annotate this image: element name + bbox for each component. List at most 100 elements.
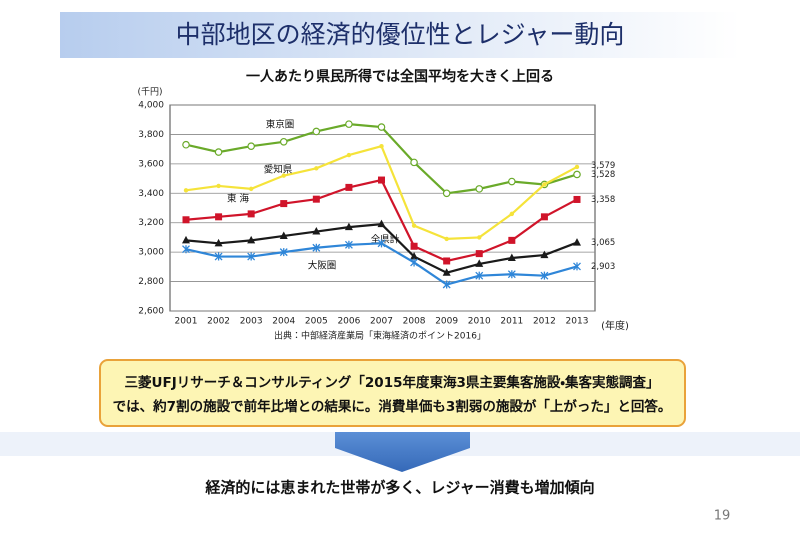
x-tick-label: 2011 <box>500 317 523 327</box>
marker <box>215 213 223 221</box>
marker <box>279 137 288 146</box>
marker <box>475 185 484 193</box>
x-tick-label: 2006 <box>337 317 360 327</box>
callout-box <box>99 359 686 427</box>
marker <box>182 245 190 254</box>
marker <box>475 271 484 280</box>
marker <box>312 243 321 252</box>
x-tick-label: 2010 <box>468 317 491 327</box>
marker <box>573 170 581 179</box>
marker <box>216 183 221 189</box>
marker <box>411 223 417 228</box>
marker <box>279 248 288 257</box>
value-label: 3,358 <box>591 195 615 205</box>
marker <box>574 164 580 170</box>
y-tick-label: 4,000 <box>138 101 164 111</box>
title-banner <box>60 12 740 58</box>
marker <box>508 236 516 244</box>
conclusion: 経済的には恵まれた世帯が多く、レジャー消費も増加傾向 <box>204 479 594 497</box>
marker <box>312 127 321 136</box>
series-line <box>185 223 578 274</box>
marker <box>475 250 483 258</box>
series-name: 愛知県 <box>264 164 293 176</box>
marker <box>377 123 386 131</box>
plot-area <box>169 104 596 312</box>
marker <box>573 238 581 246</box>
y-tick-label: 3,600 <box>138 159 164 169</box>
marker <box>444 236 449 242</box>
x-tick-label: 2001 <box>175 317 198 327</box>
x-tick-label: 2002 <box>207 317 230 327</box>
marker <box>182 235 190 244</box>
x-tick-label: 2003 <box>240 317 263 327</box>
marker <box>509 211 515 217</box>
y-tick-label: 2,800 <box>138 277 164 287</box>
marker <box>314 166 319 171</box>
y-axis-label: (千円) <box>137 87 162 98</box>
marker <box>279 231 288 239</box>
x-tick-label: 2007 <box>370 317 393 327</box>
marker <box>183 188 189 193</box>
slide-title: 中部地区の経済的優位性とレジャー動向 <box>176 20 625 49</box>
marker <box>377 239 386 248</box>
y-tick-label: 3,400 <box>138 189 164 199</box>
marker <box>379 144 384 149</box>
series-name: 東 海 <box>227 193 250 205</box>
marker <box>248 186 254 192</box>
marker <box>182 140 190 149</box>
marker <box>410 258 419 267</box>
series-name: 大阪圏 <box>308 260 337 272</box>
marker <box>573 195 581 203</box>
value-label: 3,579 <box>591 161 615 171</box>
chart-title: 一人あたり県民所得では全国平均を大きく上回る <box>246 68 554 85</box>
y-tick-label: 3,200 <box>138 218 164 228</box>
callout-line: では、約7割の施設で前年比増との結果に。消費単価も3割弱の施設が「上がった」と回… <box>113 398 672 415</box>
marker <box>508 177 516 186</box>
marker <box>540 213 548 221</box>
x-tick-label: 2012 <box>533 317 556 327</box>
marker <box>542 182 547 187</box>
marker <box>312 195 320 203</box>
value-label: 3,528 <box>591 170 615 180</box>
x-tick-label: 2009 <box>435 317 458 327</box>
marker <box>247 235 256 244</box>
marker <box>410 252 419 260</box>
x-tick-label: 2013 <box>566 317 589 327</box>
marker <box>182 216 190 224</box>
source: 出典：中部経済産業局「東海経済のポイント2016」 <box>274 330 486 342</box>
x-tick-label: 2008 <box>403 317 426 327</box>
value-label: 2,903 <box>591 262 615 272</box>
marker <box>345 183 353 191</box>
marker <box>214 252 223 261</box>
marker <box>214 148 223 156</box>
down-arrow <box>335 432 470 472</box>
marker <box>214 238 223 247</box>
marker <box>247 142 255 151</box>
marker <box>281 173 286 178</box>
marker <box>475 259 484 267</box>
series-name: 東京圏 <box>266 119 295 131</box>
marker <box>442 280 451 289</box>
marker <box>280 200 288 208</box>
x-axis-label: (年度) <box>601 319 629 332</box>
marker <box>507 270 516 279</box>
value-label: 3,065 <box>591 238 615 248</box>
marker <box>573 262 581 271</box>
marker <box>344 222 353 231</box>
plot: 2,600 2,800 3,000 3,200 3,400 3,600 3,800 4,000… <box>138 101 615 327</box>
page-number: 19 <box>714 509 731 524</box>
marker <box>477 235 482 240</box>
marker <box>442 268 451 276</box>
marker <box>378 176 385 184</box>
marker <box>344 240 353 249</box>
marker <box>443 257 451 265</box>
y-tick-label: 2,600 <box>138 307 164 317</box>
marker <box>247 210 255 218</box>
callout-line: 三菱UFJリサーチ＆コンサルティング「2015年度東海3県主要集客施設・集客実態… <box>125 374 660 391</box>
marker <box>442 189 451 198</box>
marker <box>410 242 418 250</box>
marker <box>312 227 321 235</box>
marker <box>345 120 353 128</box>
